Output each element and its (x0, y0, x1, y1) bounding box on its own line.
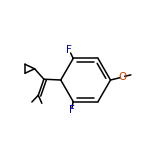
Text: F: F (69, 105, 74, 115)
Text: F: F (66, 45, 72, 55)
Text: O: O (118, 72, 127, 82)
